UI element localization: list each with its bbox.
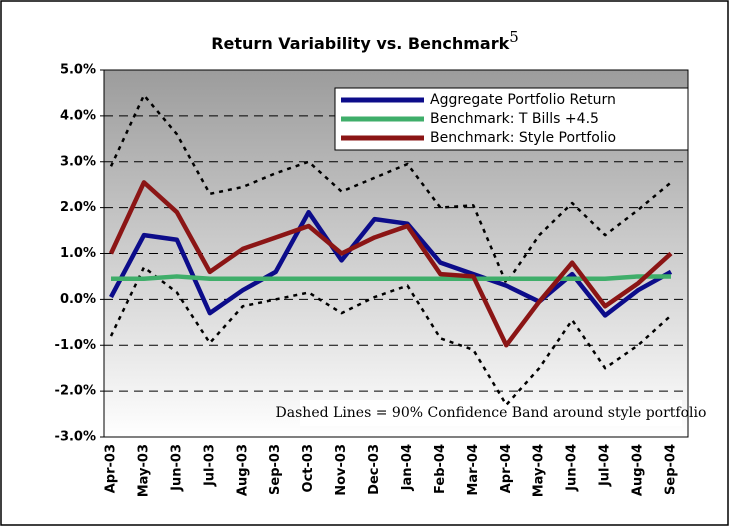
x-tick-label: Jun-04 — [565, 444, 580, 492]
y-tick-label: 0.0% — [60, 292, 96, 307]
annotation: Dashed Lines = 90% Confidence Band aroun… — [276, 405, 707, 421]
legend-label: Benchmark: T Bills +4.5 — [430, 111, 599, 127]
y-tick-label: 4.0% — [60, 108, 96, 123]
x-tick-label: Apr-04 — [499, 444, 514, 493]
y-tick-label: -3.0% — [55, 430, 96, 445]
y-tick-label: -1.0% — [55, 338, 96, 353]
y-tick-label: 1.0% — [60, 246, 96, 261]
x-tick-label: Jun-03 — [169, 444, 184, 492]
x-tick-label: Feb-04 — [433, 444, 448, 494]
series-line — [111, 274, 671, 281]
legend-label: Benchmark: Style Portfolio — [430, 130, 616, 146]
x-tick-label: Oct-03 — [301, 444, 316, 492]
y-tick-label: 3.0% — [60, 154, 96, 169]
x-tick-label: Jan-04 — [400, 444, 415, 491]
x-tick-label: May-03 — [136, 444, 151, 497]
x-tick-label: Sep-04 — [664, 444, 679, 495]
series-line — [108, 180, 673, 348]
x-tick-label: Mar-04 — [466, 444, 481, 496]
x-tick-label: Jul-03 — [202, 444, 217, 487]
x-tick-label: Nov-03 — [334, 444, 349, 496]
x-tick-label: Aug-03 — [235, 444, 250, 496]
annotation-box — [300, 400, 682, 426]
x-tick-label: Aug-04 — [631, 444, 646, 496]
y-tick-label: 5.0% — [60, 63, 96, 78]
band-line — [109, 93, 672, 285]
y-tick-label: 2.0% — [60, 200, 96, 215]
band-line — [109, 266, 672, 407]
chart-title: Return Variability vs. Benchmark5 — [211, 28, 519, 53]
x-tick-label: Apr-03 — [104, 444, 119, 493]
y-tick-label: -2.0% — [55, 384, 96, 399]
x-tick-label: Sep-03 — [268, 444, 283, 495]
legend-label: Aggregate Portfolio Return — [430, 92, 616, 108]
x-tick-label: Jul-04 — [598, 444, 613, 487]
x-tick-label: Dec-03 — [367, 444, 382, 495]
series-line — [109, 209, 673, 318]
x-tick-label: May-04 — [532, 444, 547, 497]
